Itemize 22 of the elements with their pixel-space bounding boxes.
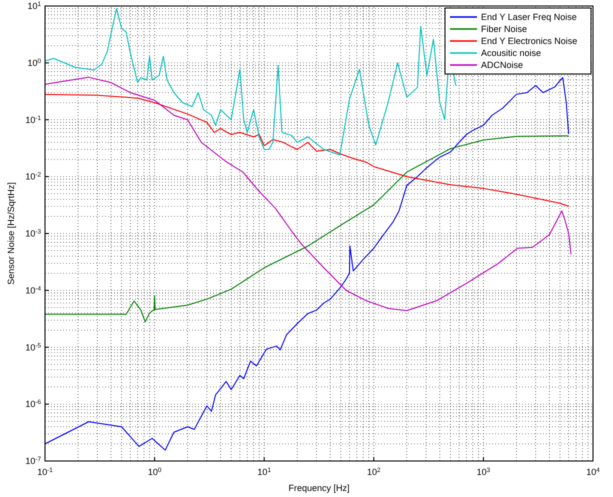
legend-label: ADCNoise xyxy=(481,60,524,70)
legend-label: End Y Laser Freq Noise xyxy=(481,12,577,22)
legend-label: End Y Electronics Noise xyxy=(481,36,578,46)
y-tick-label: 10$^{-3}$ xyxy=(25,228,42,238)
y-tick-label: 10$^{1}$ xyxy=(27,0,42,11)
y-tick-label: 10$^{-1}$ xyxy=(25,114,42,125)
y-tick-label: 10$^{-7}$ xyxy=(25,456,42,466)
x-tick-label: 10$^{4}$ xyxy=(586,466,600,477)
legend-label: Acousitic noise xyxy=(481,48,542,58)
y-tick-label: 10$^{0}$ xyxy=(27,57,42,68)
x-tick-label: 10$^{1}$ xyxy=(257,466,272,477)
y-tick-label: 10$^{-2}$ xyxy=(25,171,42,182)
x-tick-label: 10$^{-1}$ xyxy=(37,466,54,477)
x-tick-label: 10$^{0}$ xyxy=(148,466,162,477)
y-axis-title: Sensor Noise [Hz/SqrtHz] xyxy=(6,182,16,285)
y-tick-label: 10$^{-4}$ xyxy=(25,284,42,296)
legend-label: Fiber Noise xyxy=(481,24,528,34)
y-tick-label: 10$^{-6}$ xyxy=(25,398,42,410)
x-axis-title: Frequency [Hz] xyxy=(288,483,350,493)
x-tick-label: 10$^{2}$ xyxy=(367,466,382,477)
y-tick-label: 10$^{-5}$ xyxy=(25,342,42,352)
x-tick-label: 10$^{3}$ xyxy=(476,466,491,477)
